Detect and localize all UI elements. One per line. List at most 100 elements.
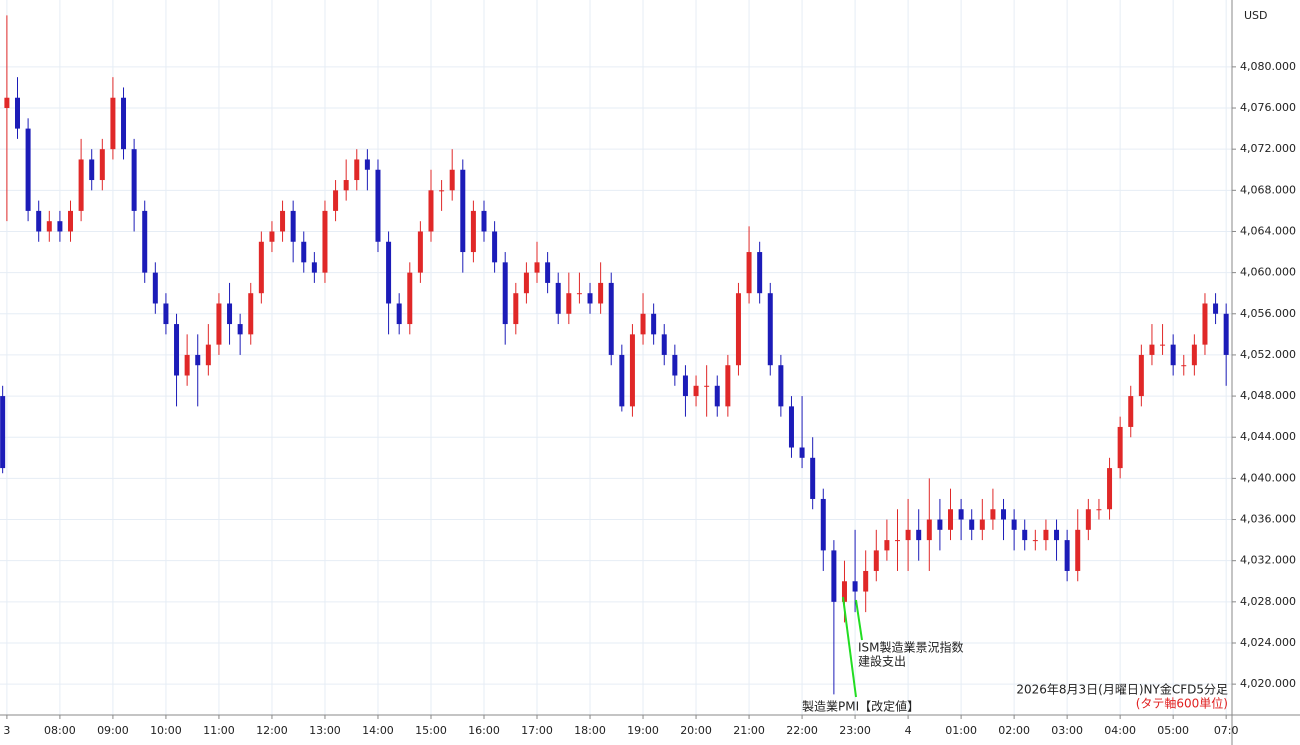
candle-body — [502, 262, 508, 325]
candle-body — [1054, 529, 1060, 541]
candle-body — [905, 529, 911, 541]
candle-body — [746, 252, 752, 294]
candle-body — [1213, 303, 1219, 314]
candle-body — [78, 159, 84, 211]
candle-body — [364, 159, 370, 170]
candle-body — [152, 272, 158, 304]
candle-body — [216, 303, 222, 345]
candle-body — [767, 293, 773, 366]
candle-body — [14, 97, 20, 129]
candle-body — [810, 457, 816, 499]
x-tick-label: 18:00 — [574, 724, 606, 737]
candle-body — [873, 550, 879, 571]
candle-body — [470, 210, 476, 253]
annotation: 製造業PMI【改定値】 — [802, 699, 919, 714]
candle-body — [714, 385, 720, 407]
candle-body — [863, 570, 869, 592]
candle-body — [322, 210, 328, 273]
candle-body — [672, 354, 678, 376]
candle-body — [735, 293, 741, 366]
candle-body — [460, 169, 466, 253]
candle-body — [449, 169, 455, 191]
candle-body — [57, 221, 63, 232]
x-tick-label: 10:00 — [150, 724, 182, 737]
candle-body — [269, 231, 275, 242]
candle-body — [937, 519, 943, 530]
grid — [0, 0, 1232, 715]
y-tick-label: 4,036.000 — [1240, 513, 1296, 526]
candle-body — [852, 581, 858, 592]
candle-body — [598, 282, 604, 304]
y-tick-label: 4,068.000 — [1240, 183, 1296, 196]
candle-body — [131, 149, 137, 211]
candle-body — [576, 293, 582, 295]
x-tick-label: 19:00 — [627, 724, 659, 737]
y-tick-label: 4,076.000 — [1240, 101, 1296, 114]
candle-body — [1117, 426, 1123, 469]
x-tick-label: 15:00 — [415, 724, 447, 737]
y-tick-label: 4,072.000 — [1240, 142, 1296, 155]
x-tick-label: 22:00 — [786, 724, 818, 737]
candle-body — [36, 210, 42, 232]
candle-body — [1149, 344, 1155, 355]
x-tick-label: 01:00 — [945, 724, 977, 737]
candle-body — [280, 210, 286, 232]
candle-body — [258, 241, 264, 294]
x-tick-label: 3 — [3, 724, 10, 737]
candle-body — [979, 519, 985, 530]
x-tick-label: 08:00 — [44, 724, 76, 737]
candle-body — [248, 293, 254, 335]
candle-body — [1128, 396, 1134, 427]
candle-body — [799, 447, 805, 458]
candle-body — [566, 293, 572, 314]
candle-body — [651, 313, 657, 335]
candle-body — [492, 231, 498, 263]
chart-caption-sub: (タテ軸600単位) — [1136, 696, 1228, 711]
candle-body — [1011, 519, 1017, 530]
candle-body — [163, 303, 169, 325]
candle-body — [926, 519, 932, 541]
candle-body — [990, 509, 996, 520]
candle-body — [290, 210, 296, 242]
candle-body — [1160, 344, 1166, 346]
annotation: 建設支出 — [858, 654, 906, 669]
candle-body — [4, 97, 10, 109]
x-tick-label: 21:00 — [733, 724, 765, 737]
candle-body — [1170, 344, 1176, 366]
x-tick-label: 4 — [905, 724, 912, 737]
x-tick-label: 16:00 — [468, 724, 500, 737]
candle-body — [481, 210, 487, 232]
candle-body — [820, 498, 826, 551]
x-tick-label: 14:00 — [362, 724, 394, 737]
candle-body — [916, 529, 922, 541]
candle-body — [237, 324, 243, 335]
y-tick-label: 4,052.000 — [1240, 348, 1296, 361]
candle-body — [1085, 509, 1091, 530]
x-tick-label: 12:00 — [256, 724, 288, 737]
candle-body — [174, 324, 180, 376]
annotation: ISM製造業景況指数 — [858, 640, 964, 655]
candle-body — [89, 159, 95, 181]
candle-body — [1202, 303, 1208, 345]
candle-body — [99, 149, 105, 181]
x-tick-label: 03:00 — [1051, 724, 1083, 737]
candle-body — [25, 128, 31, 211]
candle-body — [619, 354, 625, 407]
y-tick-label: 4,020.000 — [1240, 677, 1296, 690]
candle-body — [1181, 365, 1187, 367]
candle-body — [788, 406, 794, 448]
x-tick-label: 09:00 — [97, 724, 129, 737]
x-tick-label: 04:00 — [1104, 724, 1136, 737]
candle-body — [1064, 540, 1070, 571]
candle-body — [1032, 540, 1038, 542]
candle-body — [1223, 313, 1229, 355]
candle-body — [396, 303, 402, 325]
candle-body — [1191, 344, 1197, 366]
x-tick-label: 17:00 — [521, 724, 553, 737]
candle-body — [534, 262, 540, 273]
candle-body — [608, 282, 614, 355]
candle-body — [1107, 468, 1113, 510]
y-tick-label: 4,044.000 — [1240, 430, 1296, 443]
x-tick-label: 11:00 — [203, 724, 235, 737]
